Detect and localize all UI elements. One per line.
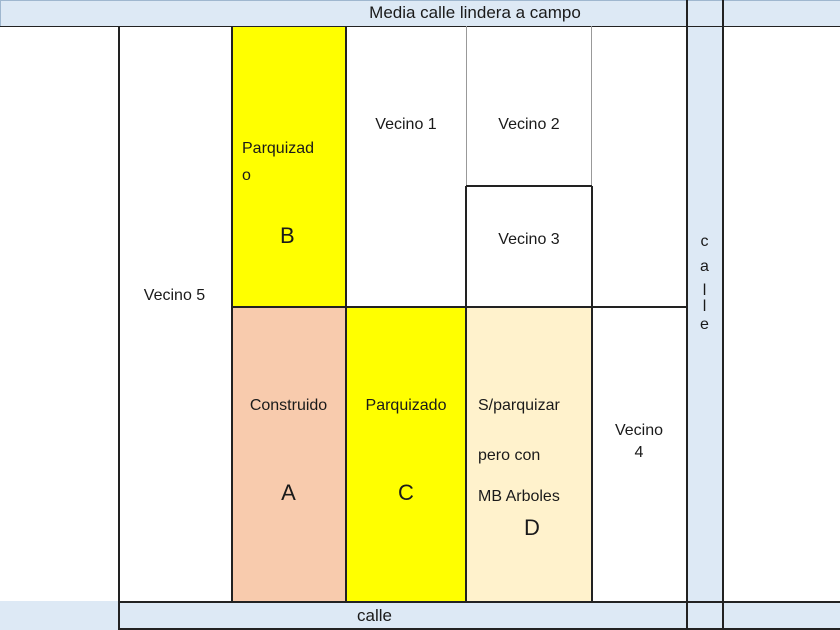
right-street-letter-e: e [700, 316, 709, 333]
lot-b-label-line1: Parquizad [242, 140, 315, 157]
vecino-1-label: Vecino 1 [375, 116, 437, 133]
lot-a [231, 307, 346, 601]
street-bottom-edge [118, 628, 840, 630]
divider-v2-right [591, 26, 592, 186]
lot-c-label: Parquizado [365, 397, 447, 414]
divider-b-v1 [345, 26, 347, 601]
divider-v3-right [591, 186, 593, 601]
bottom-street-label: calle [357, 606, 392, 625]
vecino-5-label: Vecino 5 [143, 287, 206, 304]
lot-b-letter: B [280, 223, 295, 248]
lot-a-label: Construido [249, 397, 328, 414]
right-street-left-border [686, 0, 688, 630]
right-street-letter-l2: l [702, 298, 707, 315]
vecino-2-label: Vecino 2 [498, 116, 560, 133]
top-street-label: Media calle lindera a campo [369, 3, 581, 22]
right-street-letter-c: c [700, 233, 709, 250]
divider-5-b [231, 26, 233, 601]
divider-middle [231, 306, 687, 308]
divider-v1-v3 [465, 186, 467, 601]
street-top-left-edge [0, 0, 1, 26]
lot-b-label-line2: o [242, 167, 251, 184]
lot-d-label-line3: MB Arboles [478, 488, 560, 505]
street-top-edge [0, 0, 840, 1]
lot-d-label-line1: S/parquizar [478, 397, 560, 414]
divider-v1-v2 [466, 26, 467, 186]
vecino-4-label-line1: Vecino [614, 422, 664, 439]
right-street [686, 0, 723, 630]
left-boundary [118, 26, 120, 630]
street-top-border [0, 26, 840, 27]
lot-d-letter: D [524, 515, 540, 540]
lot-a-letter: A [281, 480, 296, 505]
right-street-right-border [722, 0, 724, 630]
lot-d [466, 307, 592, 601]
right-street-letter-a: a [700, 258, 709, 275]
lot-b [231, 26, 346, 307]
divider-v2-v3 [466, 185, 592, 187]
street-bottom-border [118, 601, 840, 603]
lot-d-label-line2: pero con [478, 447, 541, 464]
right-street-letter-l1: l [702, 282, 707, 299]
vecino-3-label: Vecino 3 [498, 231, 560, 248]
lot-c [346, 307, 466, 601]
lot-c-letter: C [398, 480, 414, 505]
vecino-4-label-line2: 4 [634, 444, 644, 461]
